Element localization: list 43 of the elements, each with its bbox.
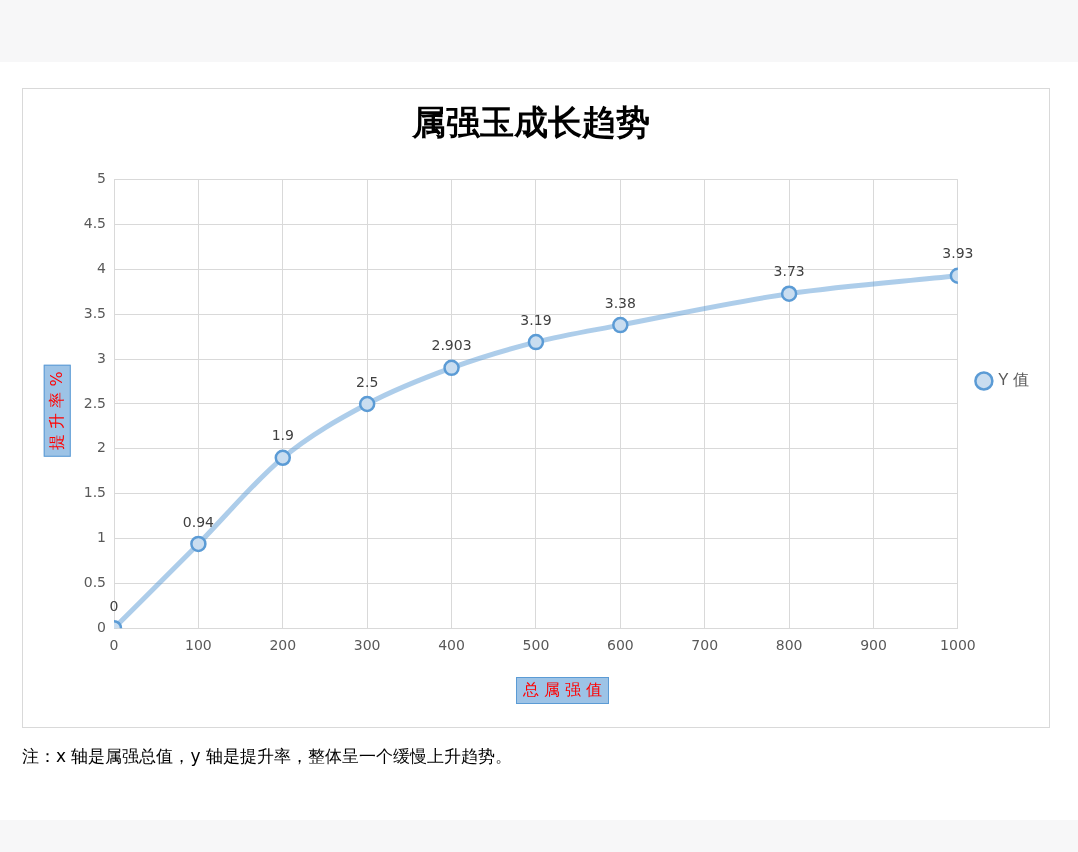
- point: [612, 316, 629, 334]
- x-tick-label: 100: [185, 637, 212, 654]
- point: [527, 333, 545, 351]
- data-label: 3.93: [942, 245, 974, 262]
- x-tick-label: 300: [353, 637, 381, 654]
- point: [443, 359, 460, 377]
- point: [780, 285, 798, 302]
- point: [190, 535, 207, 553]
- data-label: 0: [109, 597, 119, 614]
- point: [358, 395, 376, 413]
- x-tick-label: 600: [606, 637, 634, 654]
- x-tick-label: 500: [522, 637, 550, 654]
- y-tick-label: 0: [97, 618, 106, 635]
- data-label: 2.903: [431, 337, 472, 354]
- data-label: 3.19: [520, 311, 552, 328]
- y-tick-label: 0.5: [83, 574, 106, 590]
- x-tick-label: 0: [109, 637, 119, 654]
- x-tick-label: 700: [691, 637, 719, 654]
- legend-label: Y 值: [997, 371, 1029, 389]
- y-axis-title: 提 升 率 %: [43, 364, 71, 457]
- data-label: 3.73: [773, 263, 805, 280]
- chart-title: 属强玉成长趋势: [411, 102, 650, 143]
- x-tick-label: 400: [438, 637, 465, 654]
- data-label: 2.5: [356, 373, 379, 390]
- y-tick-label: 2: [97, 439, 106, 456]
- y-tick-label: 3.5: [83, 304, 106, 321]
- data-label: 1.9: [271, 427, 294, 444]
- data-label: 0.94: [182, 513, 215, 530]
- x-tick-label: 1000: [940, 637, 976, 654]
- text: 注：x 轴是属强总值，y 轴是提升率，整体呈一个缓慢上升趋势。: [22, 745, 512, 768]
- y-tick-label: 4: [97, 260, 107, 277]
- x-axis-title: 总 属 强 值: [516, 677, 610, 704]
- y-tick-label: 2.5: [83, 394, 106, 411]
- x-tick-label: 800: [775, 637, 803, 654]
- data-label: 3.38: [604, 294, 636, 311]
- y-tick-label: 3: [97, 349, 106, 366]
- x-tick-label: 900: [860, 637, 887, 654]
- point: [274, 449, 292, 467]
- y-tick-label: 1: [97, 529, 106, 546]
- y-tick-label: 4.5: [83, 215, 106, 232]
- y-tick-label: 1.5: [83, 484, 106, 501]
- y-tick-label: 5: [97, 170, 106, 187]
- x-tick-label: 200: [269, 637, 297, 654]
